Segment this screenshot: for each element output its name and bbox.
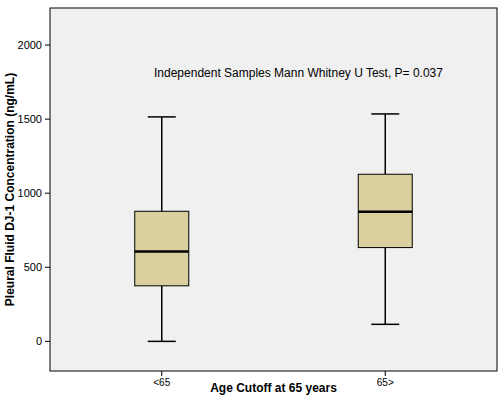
upper-whisker xyxy=(385,114,387,174)
x-tick xyxy=(385,371,386,376)
lower-whisker xyxy=(161,286,163,342)
y-tick xyxy=(45,267,50,268)
x-tick-label: 65> xyxy=(377,377,394,388)
upper-cap xyxy=(148,116,176,118)
y-tick xyxy=(45,45,50,46)
median-line xyxy=(358,210,412,213)
median-line xyxy=(135,250,189,253)
y-tick xyxy=(45,193,50,194)
y-tick-label: 1500 xyxy=(18,113,42,125)
upper-whisker xyxy=(161,117,163,211)
box xyxy=(358,174,412,247)
lower-cap xyxy=(148,341,176,343)
y-tick xyxy=(45,341,50,342)
x-axis-label: Age Cutoff at 65 years xyxy=(210,381,337,395)
y-tick-label: 1000 xyxy=(18,187,42,199)
chart-container: 0 500 1000 1500 2000 <65 65> Independent Sample… xyxy=(0,0,500,398)
boxes xyxy=(135,114,413,341)
upper-cap xyxy=(371,113,399,115)
chart: 0 500 1000 1500 2000 <65 65> Independent Sample… xyxy=(0,0,500,398)
y-tick xyxy=(45,119,50,120)
y-axis-label: Pleural Fluid DJ-1 Concentration (ng/mL) xyxy=(3,73,17,306)
lower-cap xyxy=(371,324,399,326)
x-tick xyxy=(161,371,162,376)
box xyxy=(135,211,189,286)
y-tick-label: 0 xyxy=(36,335,42,347)
y-tick-label: 2000 xyxy=(18,39,42,51)
y-tick-label: 500 xyxy=(24,261,42,273)
plot-frame xyxy=(50,8,497,371)
annotation: Independent Samples Mann Whitney U Test,… xyxy=(154,66,443,80)
lower-whisker xyxy=(385,248,387,325)
x-tick-label: <65 xyxy=(153,377,170,388)
